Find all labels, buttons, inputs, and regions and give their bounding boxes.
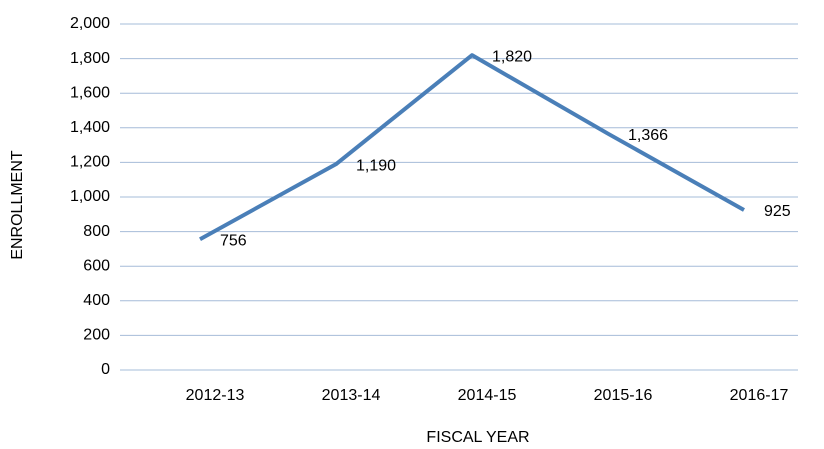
y-tick-label: 600 — [83, 257, 110, 274]
x-tick-label: 2015-16 — [594, 387, 653, 404]
x-tick-label: 2013-14 — [322, 387, 381, 404]
y-tick-label: 1,800 — [70, 50, 110, 67]
x-tick-label: 2014-15 — [458, 387, 517, 404]
y-tick-label: 1,400 — [70, 119, 110, 136]
x-tick-label: 2012-13 — [186, 387, 245, 404]
line — [199, 53, 745, 241]
data-label: 1,190 — [356, 157, 396, 174]
y-tick-label: 1,000 — [70, 188, 110, 205]
y-tick-label: 0 — [101, 361, 110, 378]
y-tick-label: 200 — [83, 327, 110, 344]
x-tick-label: 2016-17 — [730, 387, 789, 404]
data-label: 756 — [220, 232, 247, 249]
y-axis-title: ENROLLMENT — [9, 150, 26, 260]
y-tick-label: 1,200 — [70, 154, 110, 171]
y-tick-label: 2,000 — [70, 15, 110, 32]
y-tick-label: 1,600 — [70, 84, 110, 101]
data-label: 1,366 — [628, 127, 668, 144]
x-axis-title: FISCAL YEAR — [426, 429, 529, 446]
data-label: 1,820 — [492, 48, 532, 65]
y-tick-label: 400 — [83, 292, 110, 309]
data-label: 925 — [764, 203, 791, 220]
y-tick-label: 800 — [83, 223, 110, 240]
